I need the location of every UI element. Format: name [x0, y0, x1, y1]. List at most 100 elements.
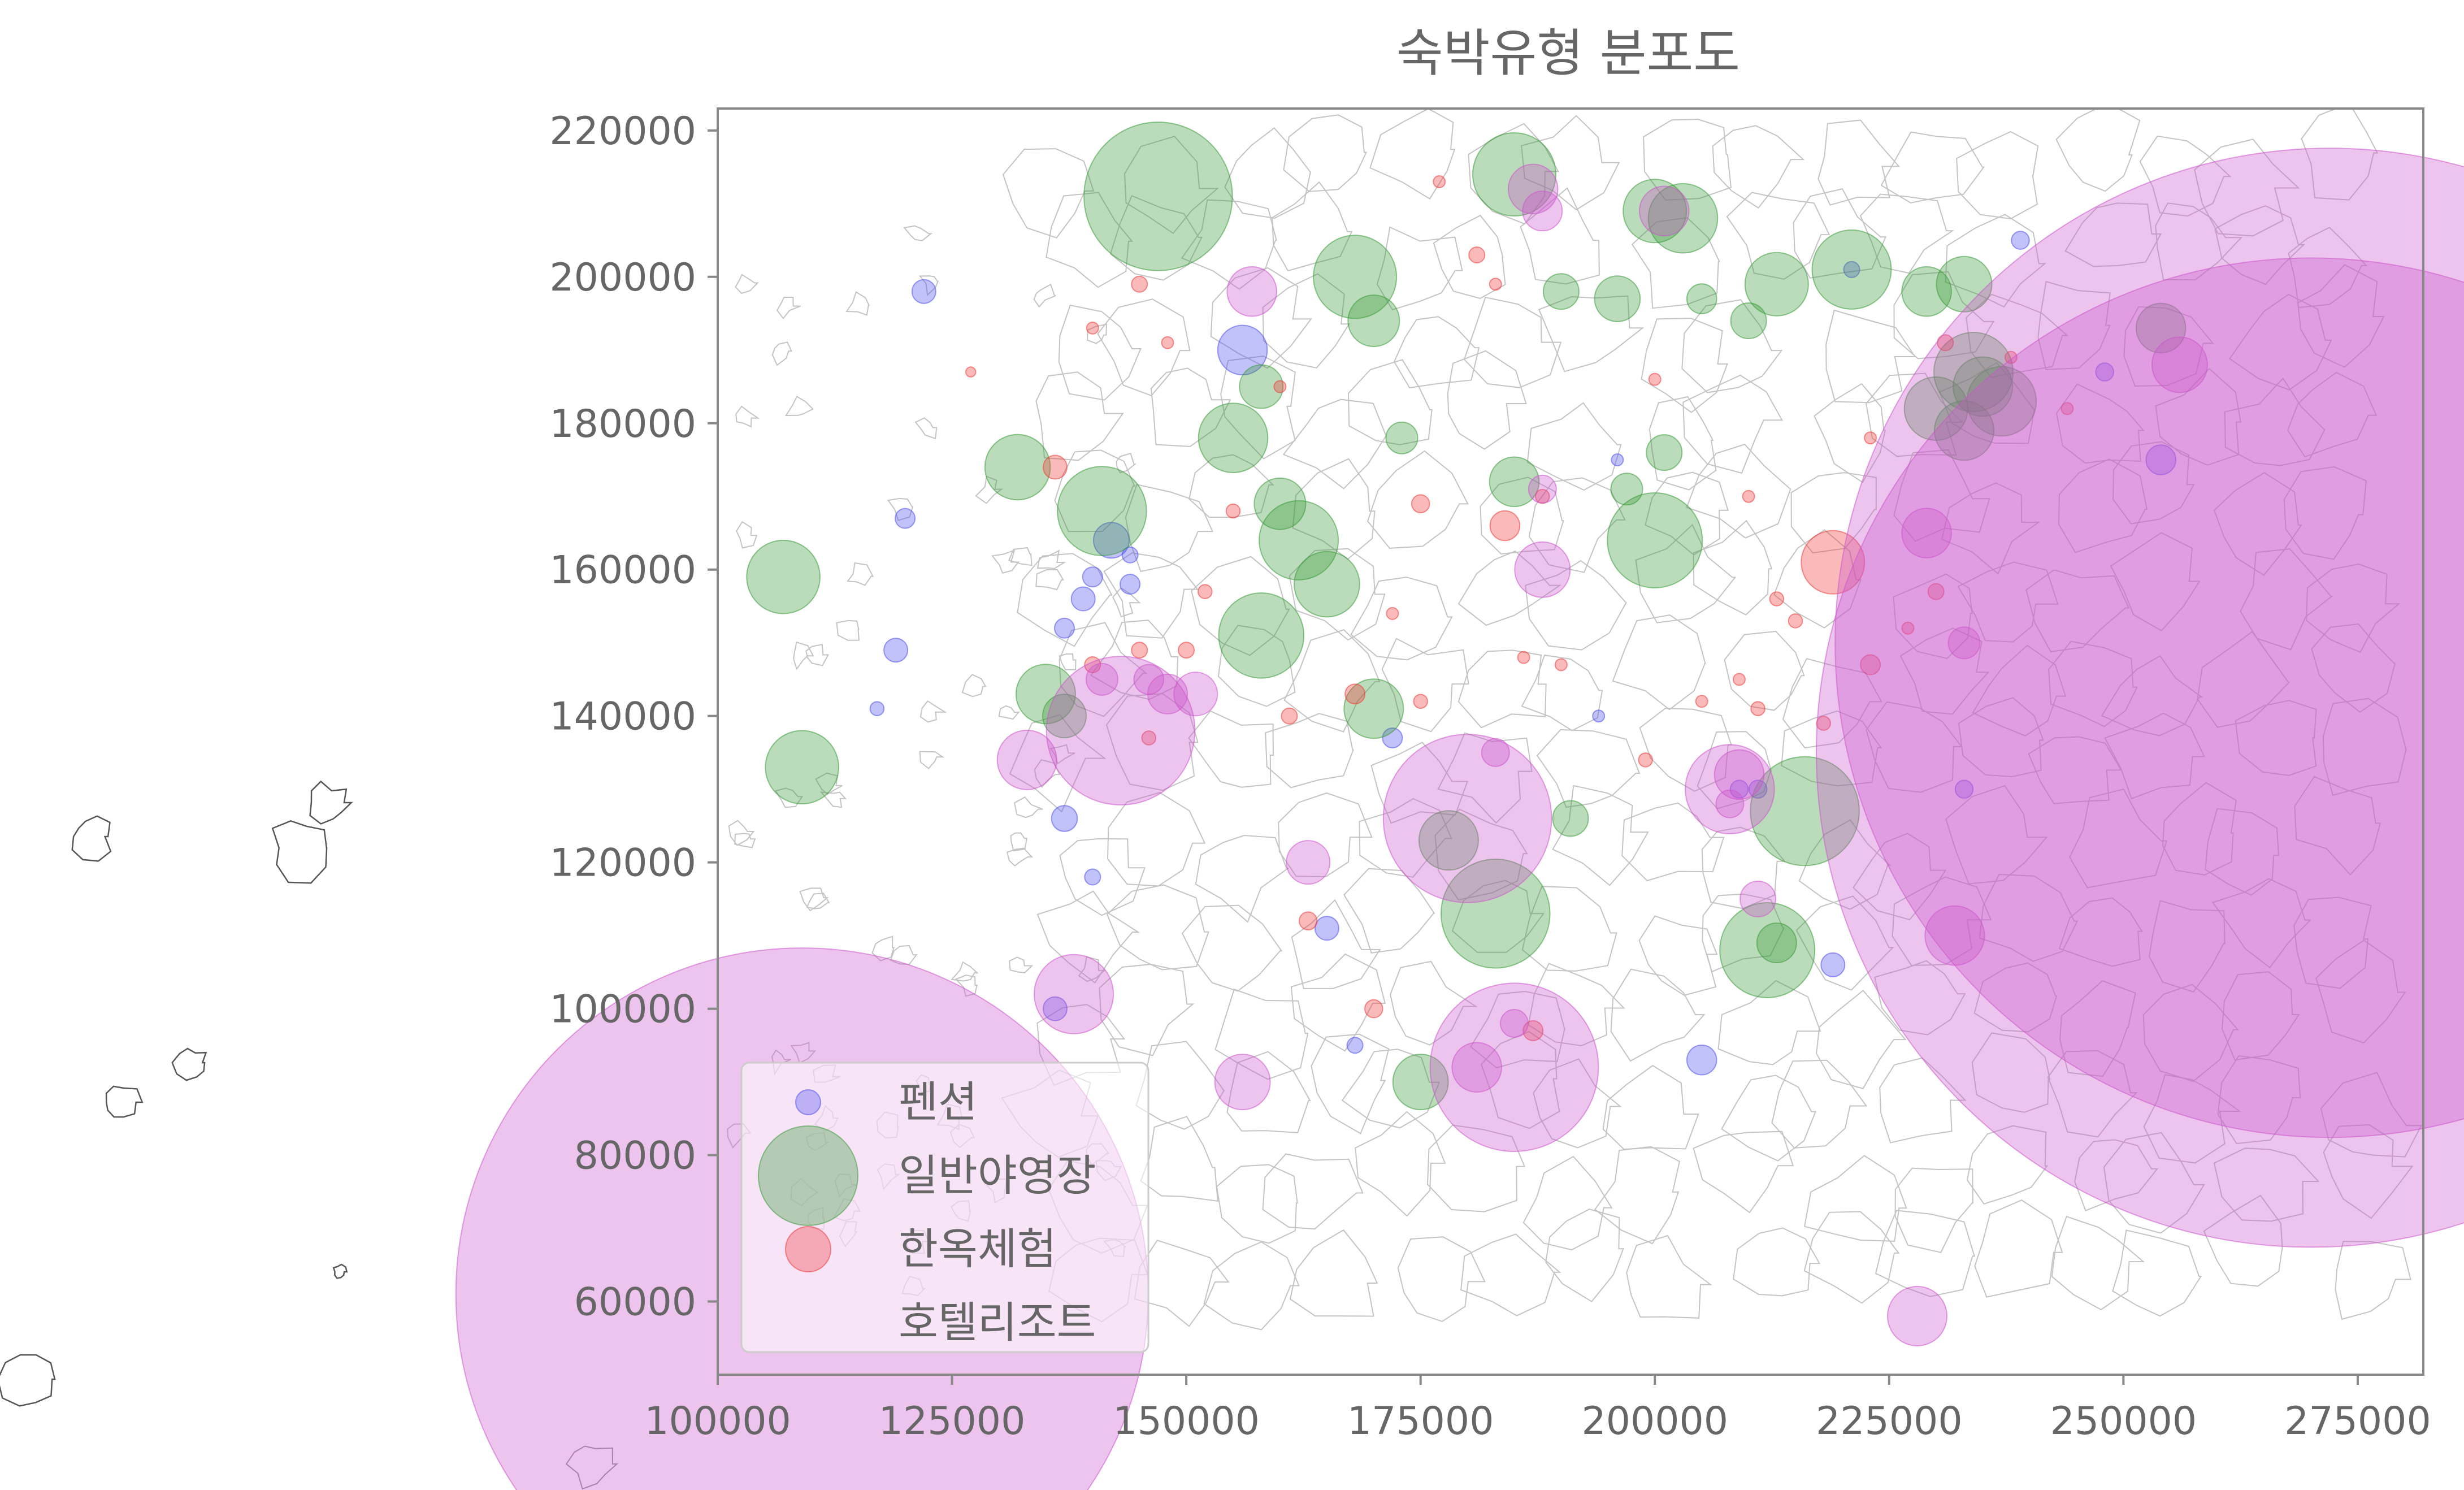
data-point: [1927, 583, 1945, 600]
data-point: [1042, 694, 1087, 739]
data-point: [1811, 229, 1892, 310]
x-tick-label: 100000: [644, 1399, 791, 1444]
data-point: [1083, 122, 1233, 271]
data-point: [1834, 148, 2464, 1138]
data-point: [1468, 246, 1486, 263]
data-point: [1131, 275, 1148, 293]
data-point: [1769, 591, 1785, 607]
data-point: [1860, 654, 1881, 675]
data-point: [1715, 789, 1745, 818]
legend-marker: [785, 1226, 831, 1272]
data-point: [2004, 350, 2018, 364]
data-point: [1082, 566, 1103, 588]
x-tick-label: 225000: [1816, 1399, 1963, 1444]
data-point: [895, 508, 916, 529]
data-point: [2135, 302, 2187, 354]
x-tick-label: 175000: [1347, 1399, 1494, 1444]
data-point: [1646, 434, 1683, 471]
legend-box: [740, 1062, 1149, 1353]
data-point: [869, 701, 885, 716]
data-point: [2011, 231, 2030, 250]
data-point: [2151, 336, 2208, 393]
data-point: [1901, 508, 1952, 558]
data-point: [1173, 672, 1218, 717]
y-tick-label: 100000: [549, 987, 696, 1032]
chart-title: 숙박유형 분포도: [1396, 24, 1740, 83]
data-point: [1733, 673, 1746, 686]
data-point: [1084, 868, 1101, 886]
data-point: [1314, 916, 1339, 941]
data-point: [1864, 431, 1877, 445]
data-point: [1750, 701, 1765, 716]
data-point: [1054, 617, 1075, 639]
data-point: [1198, 584, 1213, 599]
x-axis: 100000 125000 150000 175000 200000 225000 2500…: [644, 1375, 2431, 1444]
data-point: [1820, 952, 1846, 977]
data-point: [1730, 302, 1767, 339]
data-point: [1554, 658, 1568, 672]
data-point: [2145, 444, 2176, 475]
data-point: [1051, 805, 1078, 832]
legend-label: 호텔리조트: [899, 1297, 1096, 1348]
data-point: [1695, 695, 1708, 708]
data-point: [1133, 664, 1165, 695]
data-point: [1121, 546, 1139, 564]
data-point: [911, 279, 936, 304]
data-point: [1500, 1009, 1529, 1038]
x-tick-label: 125000: [879, 1399, 1026, 1444]
data-point: [1313, 235, 1398, 319]
data-point: [1411, 494, 1430, 514]
data-point: [1756, 922, 1797, 964]
data-point: [1286, 840, 1331, 885]
data-point: [1218, 592, 1305, 679]
x-tick-label: 275000: [2284, 1399, 2431, 1444]
y-tick-label: 220000: [549, 109, 696, 154]
data-point: [1542, 273, 1580, 310]
data-point: [1043, 996, 1068, 1021]
data-point: [1057, 466, 1147, 556]
x-tick-label: 250000: [2050, 1399, 2197, 1444]
data-point: [1043, 454, 1068, 480]
data-point: [1161, 336, 1174, 349]
data-point: [1686, 1044, 1717, 1076]
data-point: [1385, 421, 1418, 454]
data-point: [1086, 321, 1099, 335]
data-point: [765, 730, 839, 805]
data-point: [1750, 756, 1860, 867]
data-point: [1344, 683, 1366, 705]
data-point: [1719, 902, 1816, 998]
data-point: [1347, 294, 1400, 347]
y-tick-label: 160000: [549, 548, 696, 593]
data-point: [1294, 551, 1360, 618]
data-point: [1298, 911, 1318, 930]
data-point: [1147, 673, 1188, 714]
data-point: [1433, 175, 1446, 188]
y-tick-label: 120000: [549, 841, 696, 886]
data-point: [2060, 402, 2074, 415]
data-point: [1472, 132, 1556, 216]
data-point: [1382, 734, 1552, 903]
data-point: [1070, 586, 1096, 612]
data-point: [1085, 662, 1118, 696]
data-point: [1594, 275, 1641, 322]
y-tick-label: 60000: [574, 1280, 696, 1325]
data-point: [1816, 257, 2464, 1248]
data-point: [1607, 492, 1703, 588]
x-tick-label: 200000: [1581, 1399, 1728, 1444]
data-point: [1364, 999, 1383, 1019]
data-point: [1418, 810, 1479, 871]
data-point: [1739, 880, 1777, 917]
data-point: [1953, 356, 2014, 417]
data-point: [1239, 364, 1284, 409]
data-point: [965, 366, 977, 378]
data-point: [1936, 255, 1993, 313]
data-point: [883, 638, 909, 663]
data-point: [1729, 779, 1749, 799]
data-point: [1382, 727, 1403, 748]
x-tick-label: 150000: [1113, 1399, 1260, 1444]
data-point: [1954, 779, 1974, 799]
data-point: [2095, 362, 2114, 382]
data-point: [1489, 510, 1521, 542]
data-point: [1281, 707, 1298, 725]
data-point: [1034, 954, 1114, 1034]
